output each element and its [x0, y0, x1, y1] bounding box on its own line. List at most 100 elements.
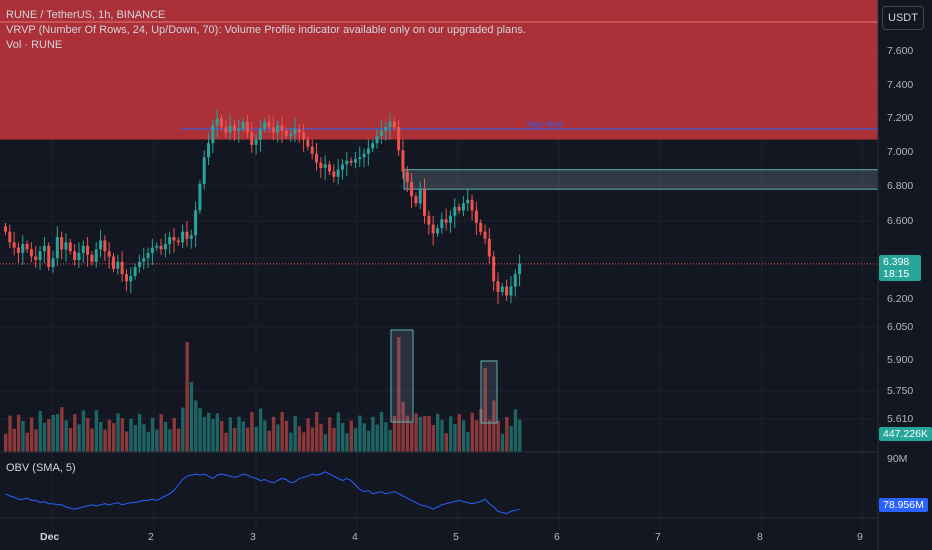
volume-bar	[64, 420, 68, 452]
candle-body	[124, 274, 128, 282]
candle-body	[38, 251, 42, 261]
volume-bar	[12, 428, 17, 452]
candle-body	[293, 128, 297, 135]
candle-body	[358, 157, 362, 160]
candle-body	[461, 203, 465, 211]
volume-bar	[51, 415, 55, 452]
supply-zone-rectangle[interactable]	[403, 169, 879, 190]
volume-bar	[366, 430, 371, 452]
volume-bar	[94, 410, 99, 452]
volume-bar	[336, 412, 341, 452]
high-wick-label: High Wick	[527, 120, 564, 129]
candle-body	[99, 240, 103, 250]
candle-body	[470, 199, 474, 211]
volume-bar	[211, 419, 215, 452]
volume-bar	[8, 415, 12, 452]
candle-body	[483, 231, 487, 239]
volume-bar	[483, 368, 487, 452]
currency-selector[interactable]: USDT	[882, 6, 924, 30]
volume-highlight-box[interactable]	[390, 329, 414, 423]
volume-bar	[60, 407, 64, 452]
candle-body	[116, 261, 120, 269]
volume-bar	[500, 433, 505, 452]
volume-bar	[375, 424, 379, 452]
candle-body	[150, 247, 154, 253]
volume-indicator-label[interactable]: Vol · RUNE	[6, 39, 63, 51]
time-axis-label: 2	[148, 531, 154, 543]
volume-bar	[81, 410, 86, 452]
volume-bar	[232, 427, 237, 452]
candle-body	[315, 153, 319, 163]
candle-body	[185, 231, 189, 239]
candle-body	[120, 261, 124, 275]
candle-body	[211, 125, 215, 144]
candle-body	[155, 245, 159, 248]
candle-body	[133, 267, 137, 276]
candle-body	[8, 231, 12, 243]
candle-body	[146, 252, 150, 259]
candle-body	[297, 128, 301, 133]
volume-bar	[448, 416, 453, 452]
volume-bar	[120, 418, 125, 452]
candle-body	[73, 251, 77, 261]
candle-body	[64, 242, 68, 250]
volume-bar	[340, 422, 345, 452]
volume-bar	[401, 402, 405, 452]
vrvp-indicator-label[interactable]: VRVP (Number Of Rows, 24, Up/Down, 70): …	[6, 24, 526, 36]
volume-bar	[492, 400, 496, 452]
candle-body	[86, 245, 90, 255]
volume-bar	[116, 413, 120, 452]
volume-bar	[254, 426, 258, 452]
candle-body	[474, 210, 478, 223]
volume-bar	[168, 429, 172, 452]
candle-body	[332, 171, 336, 177]
candle-body	[457, 206, 461, 211]
candle-body	[176, 240, 180, 243]
volume-bar	[384, 422, 388, 452]
volume-bar	[405, 415, 410, 452]
candle-body	[159, 245, 163, 250]
volume-bar	[245, 427, 250, 452]
time-axis-label: 4	[352, 531, 358, 543]
candle-body	[362, 153, 366, 158]
candle-body	[401, 150, 405, 172]
time-axis-label: 8	[757, 531, 763, 543]
time-axis-label: 6	[554, 531, 560, 543]
obv-axis-label: 90M	[887, 453, 908, 465]
volume-bar	[25, 432, 29, 452]
candle-body	[436, 228, 439, 234]
volume-bar	[284, 420, 289, 452]
price-axis-label: 7.400	[887, 79, 914, 91]
candle-body	[319, 162, 323, 168]
candle-body	[384, 127, 388, 131]
candle-body	[107, 251, 111, 257]
price-axis-label: 6.200	[887, 293, 914, 305]
symbol-title[interactable]: RUNE / TetherUS, 1h, BINANCE	[6, 9, 166, 21]
volume-bar	[29, 417, 34, 452]
price-axis-label: 5.750	[887, 385, 914, 397]
candle-body	[103, 240, 107, 252]
candle-body	[29, 249, 33, 257]
volume-bar	[319, 423, 323, 452]
volume-bar	[77, 424, 81, 452]
candle-body	[25, 244, 29, 250]
volume-bar	[155, 429, 159, 452]
candle-body	[207, 143, 211, 158]
volume-bar	[146, 431, 150, 452]
candle-body	[129, 275, 133, 282]
obv-indicator-label[interactable]: OBV (SMA, 5)	[6, 462, 76, 474]
candle-body	[228, 125, 232, 133]
volume-bar	[112, 423, 116, 452]
volume-highlight-box[interactable]	[480, 360, 498, 424]
candle-body	[280, 125, 284, 131]
countdown-timer: 18:15	[883, 268, 910, 280]
candle-body	[423, 189, 427, 216]
volume-bar	[306, 418, 310, 452]
volume-bar	[159, 414, 163, 452]
volume-bar	[371, 416, 375, 452]
volume-bar	[353, 428, 358, 452]
volume-bar	[302, 432, 306, 452]
candle-body	[4, 226, 7, 232]
